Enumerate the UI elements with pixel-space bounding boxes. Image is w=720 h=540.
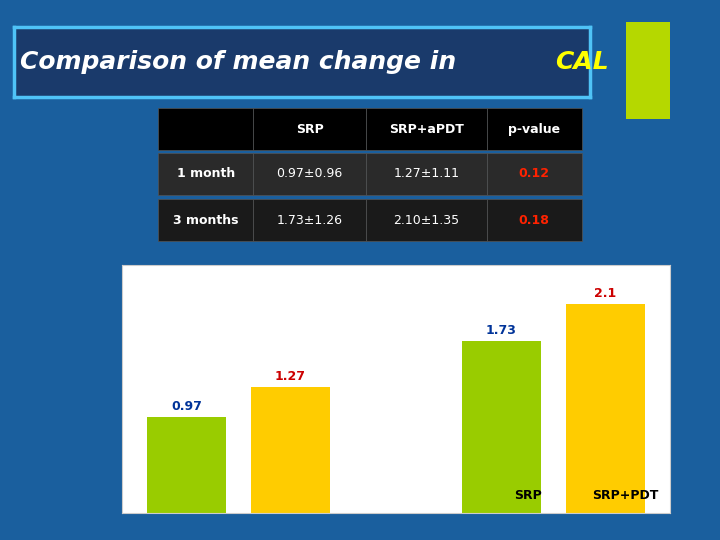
Text: SRP+aPDT: SRP+aPDT [389,123,464,136]
Text: 2.1: 2.1 [594,287,616,300]
Bar [566,305,644,513]
Bar [251,387,330,513]
Text: 3 months: 3 months [174,214,238,227]
Text: p-value: p-value [508,123,560,136]
FancyBboxPatch shape [366,199,487,241]
Text: 0.97: 0.97 [171,400,202,413]
FancyBboxPatch shape [158,199,253,241]
FancyBboxPatch shape [158,153,253,195]
Text: 1.27±1.11: 1.27±1.11 [393,167,459,180]
FancyBboxPatch shape [487,153,582,195]
Bar [148,417,226,513]
Text: SRP: SRP [296,123,323,136]
Text: 0.97±0.96: 0.97±0.96 [276,167,343,180]
Text: 1.73±1.26: 1.73±1.26 [276,214,343,227]
FancyBboxPatch shape [253,153,366,195]
Text: CAL: CAL [554,50,608,74]
FancyBboxPatch shape [487,108,582,150]
FancyBboxPatch shape [487,199,582,241]
FancyBboxPatch shape [366,108,487,150]
Text: 1 month: 1 month [177,167,235,180]
FancyBboxPatch shape [158,108,253,150]
Bar [462,341,541,513]
Text: 0.12: 0.12 [518,167,550,180]
FancyBboxPatch shape [253,199,366,241]
Text: 2.10±1.35: 2.10±1.35 [393,214,459,227]
Text: 0.18: 0.18 [519,214,549,227]
Legend: SRP, SRP+PDT: SRP, SRP+PDT [485,484,663,507]
FancyBboxPatch shape [253,108,366,150]
Text: 1.73: 1.73 [486,324,517,337]
Text: Comparison of mean change in: Comparison of mean change in [20,50,465,74]
FancyBboxPatch shape [366,153,487,195]
Text: 1.27: 1.27 [275,370,306,383]
